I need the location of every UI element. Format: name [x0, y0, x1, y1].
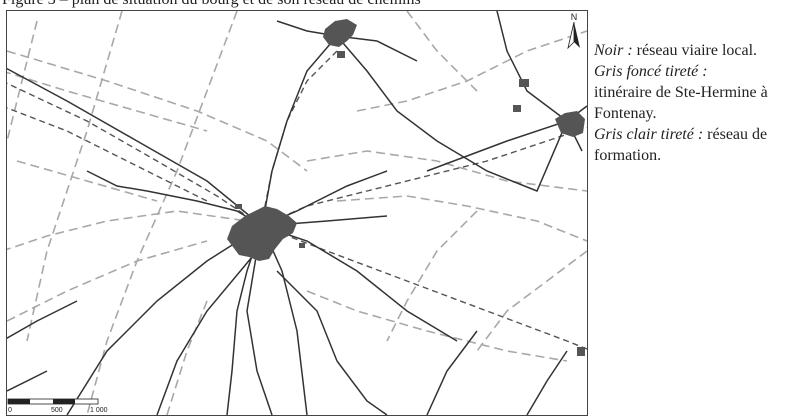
legend-dark-label: Gris foncé tireté : — [594, 63, 708, 80]
settlement-hamlet-1 — [519, 79, 529, 87]
settlement-hamlet-2 — [513, 105, 521, 112]
settlement-hamlet-4 — [299, 243, 305, 248]
settlement-bourg — [227, 206, 297, 261]
scale-tick-0: 0 — [8, 407, 12, 414]
legend-item-light: Gris clair tireté : réseau de formation. — [594, 124, 789, 166]
legend-dark-text: itinéraire de Ste-Hermine à Fontenay. — [594, 84, 768, 122]
scale-bar: 0 500 1 000 — [6, 397, 146, 416]
legend-light-label: Gris clair tireté : — [594, 126, 704, 143]
legend-item-black: Noir : réseau viaire local. — [594, 40, 789, 61]
caption-top: Figure 3 – plan de situation du bourg et… — [0, 0, 793, 11]
legend-black-text: réseau viaire local. — [632, 42, 758, 59]
map-frame — [6, 10, 588, 416]
route-ste-hermine-fontenay — [7, 50, 587, 350]
north-arrow-icon: N — [567, 12, 580, 50]
legend: Noir : réseau viaire local. Gris foncé t… — [594, 40, 789, 166]
settlements — [227, 19, 585, 356]
north-arrow: N — [564, 12, 584, 54]
settlement-hamlet-6 — [337, 51, 345, 58]
map-canvas — [7, 11, 587, 415]
scale-tick-500: 500 — [51, 407, 63, 414]
settlement-hamlet-3 — [235, 204, 242, 209]
local-road-network — [7, 11, 587, 415]
legend-black-label: Noir : — [594, 42, 633, 59]
scale-tick-1000: 1 000 — [90, 407, 108, 414]
scale-bar-graphic: 0 500 1 000 — [7, 398, 108, 414]
legend-light-text: réseau de formation. — [594, 126, 768, 164]
settlement-nord — [323, 19, 357, 47]
formation-network — [7, 11, 587, 415]
legend-item-dark: Gris foncé tireté : itinéraire de Ste-He… — [594, 61, 789, 124]
north-label: N — [571, 12, 578, 22]
settlement-hamlet-5 — [577, 347, 585, 356]
settlement-est — [555, 111, 585, 137]
